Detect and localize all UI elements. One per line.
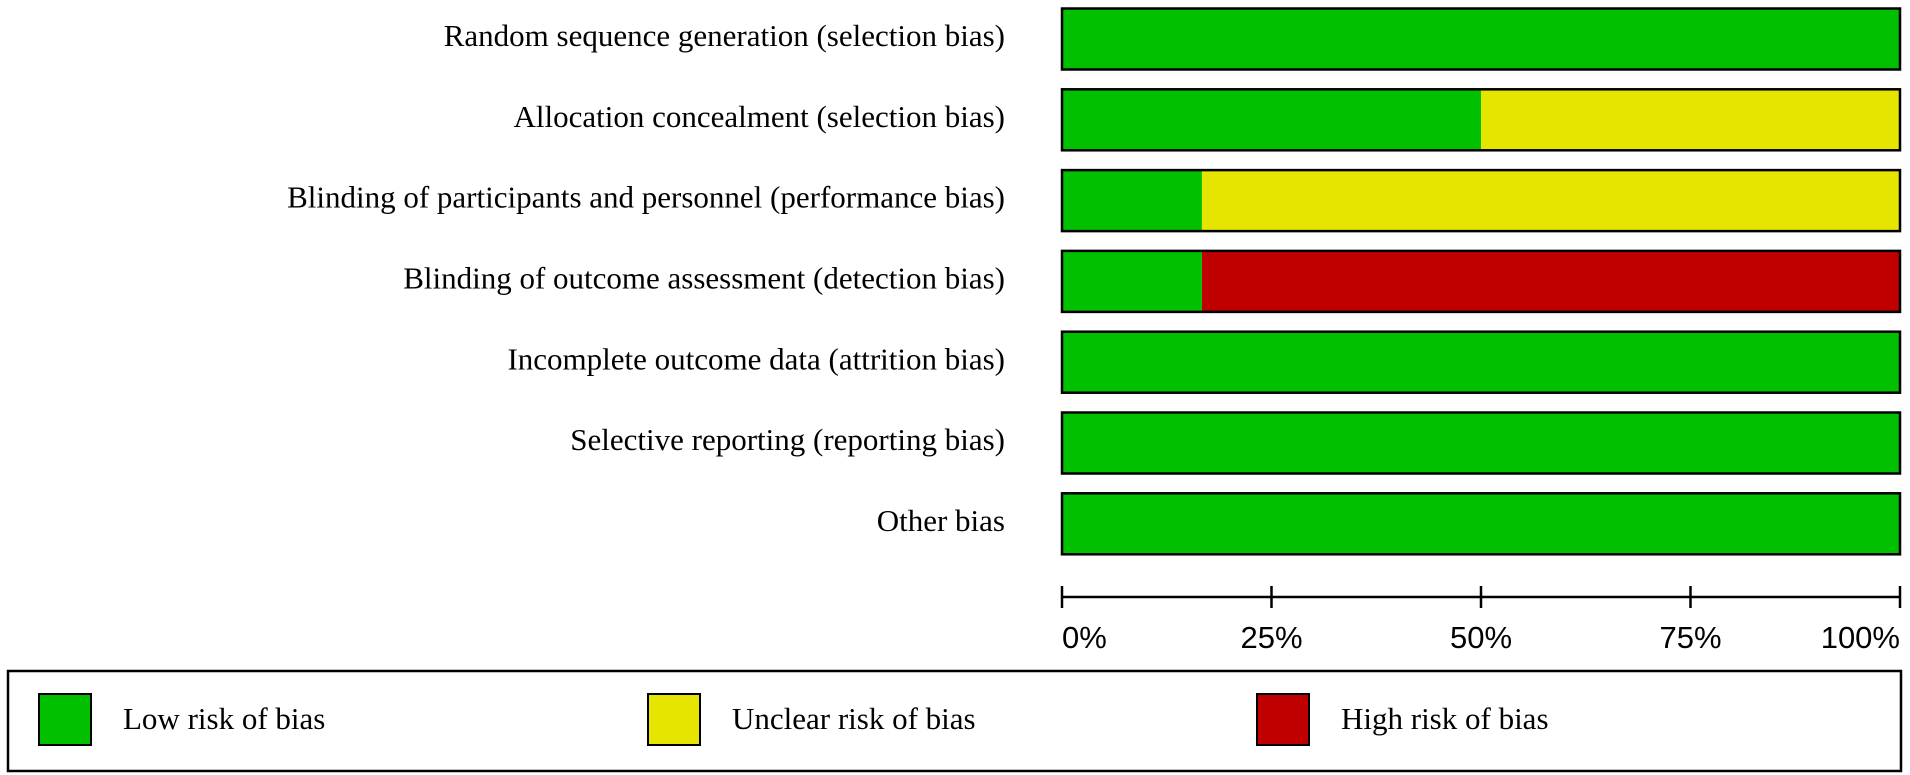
category-label: Incomplete outcome data (attrition bias) [507, 341, 1005, 376]
bar-segment [1062, 331, 1900, 393]
x-tick-label: 100% [1821, 620, 1900, 655]
category-label: Allocation concealment (selection bias) [513, 99, 1005, 134]
bar-outline [1060, 249, 1902, 314]
bar-outline [1060, 330, 1902, 394]
bar-segment [1062, 412, 1900, 474]
legend-swatch [1256, 693, 1310, 746]
category-label: Other bias [877, 503, 1005, 538]
legend-swatch [38, 693, 92, 746]
category-label: Random sequence generation (selection bi… [444, 18, 1005, 53]
legend-label: Low risk of bias [123, 701, 325, 736]
category-label: Blinding of outcome assessment (detectio… [403, 261, 1005, 296]
x-tick-label: 75% [1659, 620, 1721, 655]
bar-segment [1062, 250, 1202, 312]
bar-segment [1201, 250, 1900, 312]
bar-segment [1201, 170, 1900, 232]
bar-outline [1060, 492, 1902, 556]
legend-swatch [647, 693, 701, 746]
bar-outline [1060, 88, 1902, 152]
category-label: Blinding of participants and personnel (… [287, 180, 1005, 215]
bar-segment [1481, 89, 1900, 151]
category-label: Selective reporting (reporting bias) [570, 422, 1005, 457]
bar-outline [1060, 168, 1902, 233]
x-tick-label: 0% [1062, 620, 1107, 655]
bar-outline [1060, 7, 1902, 71]
x-tick-label: 25% [1240, 620, 1302, 655]
bar-segment [1062, 89, 1481, 151]
bar-segment [1062, 493, 1900, 555]
x-tick-label: 50% [1450, 620, 1512, 655]
legend-label: High risk of bias [1341, 701, 1549, 736]
legend-box [6, 669, 1903, 773]
bar-segment [1062, 8, 1900, 70]
bar-segment [1062, 170, 1202, 232]
bar-outline [1060, 411, 1902, 475]
legend-label: Unclear risk of bias [732, 701, 976, 736]
